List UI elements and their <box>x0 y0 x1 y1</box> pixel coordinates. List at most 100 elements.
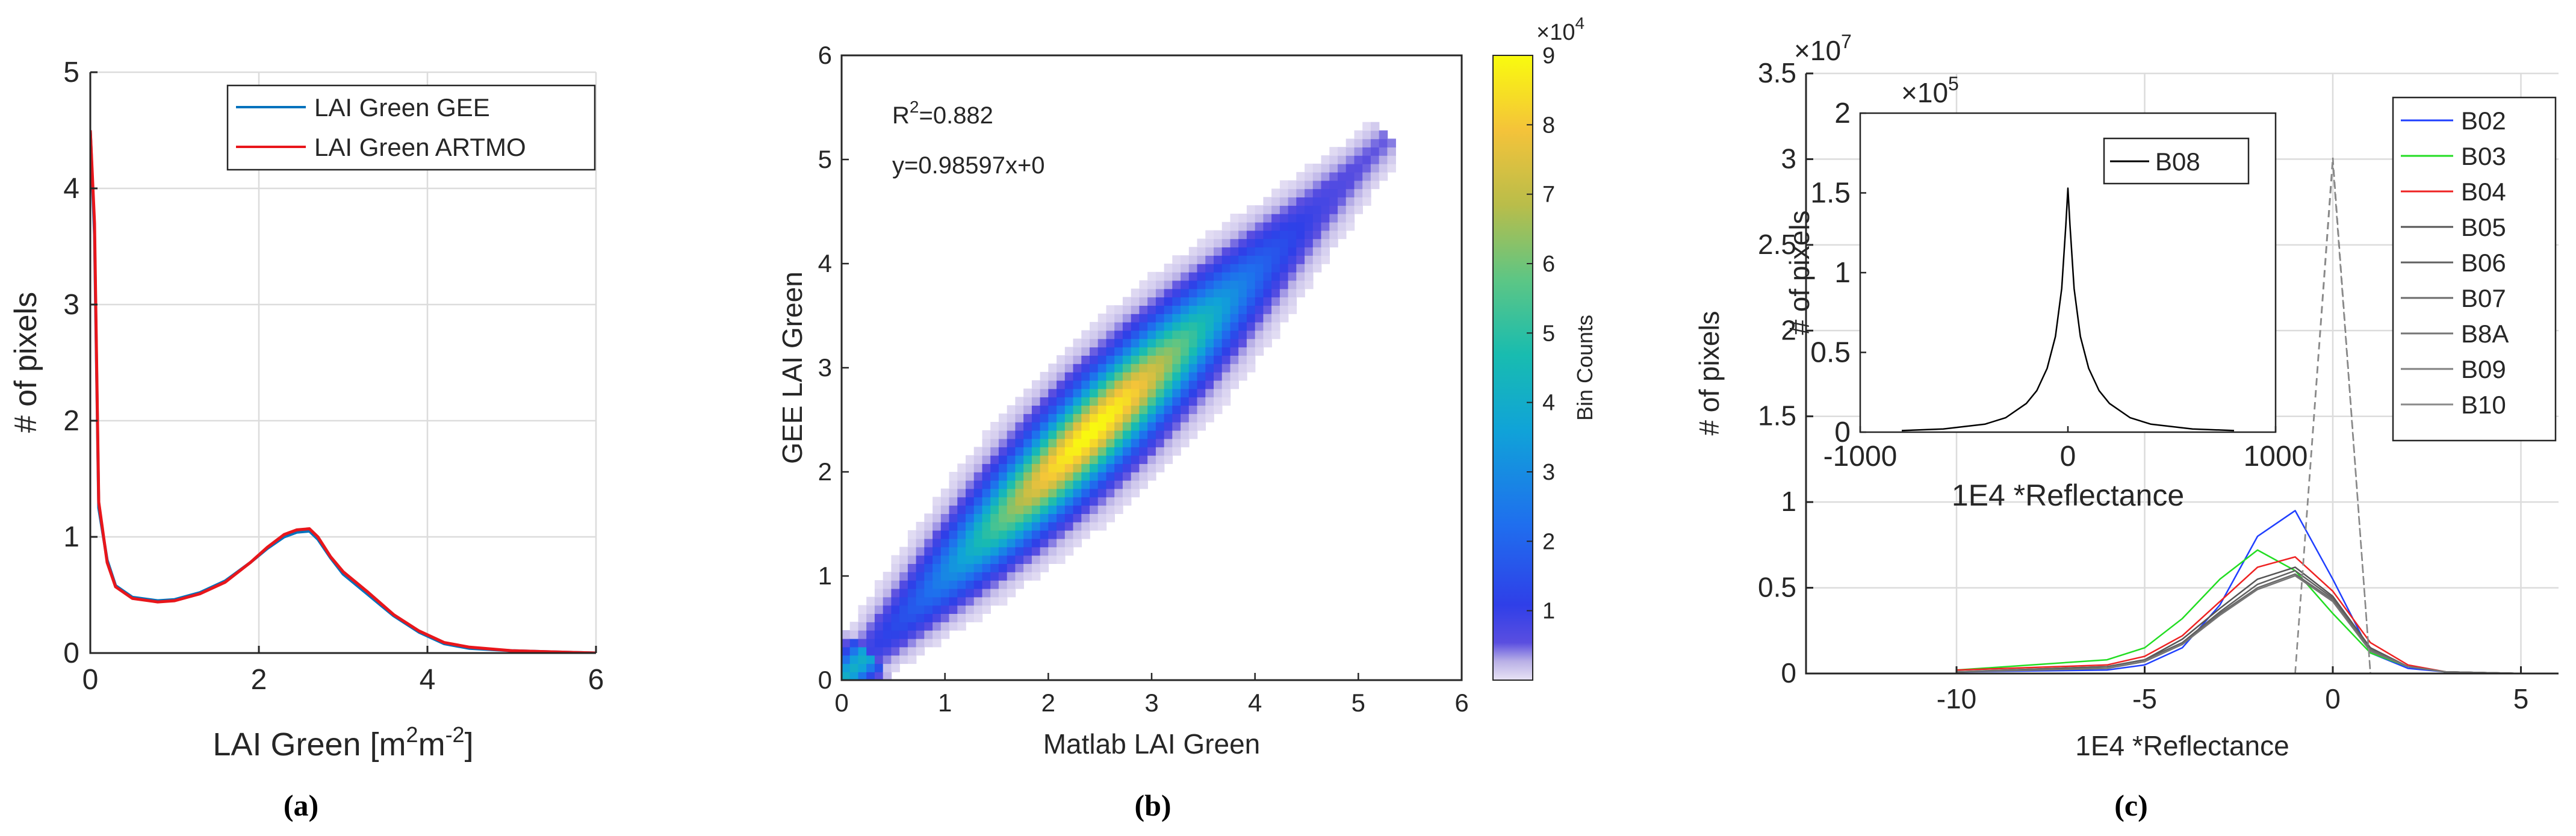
density-cell <box>849 655 859 664</box>
density-cell <box>982 522 991 531</box>
density-cell <box>1131 397 1140 406</box>
density-cell <box>1255 230 1264 240</box>
density-cell <box>1081 497 1090 506</box>
density-cell <box>1106 405 1115 414</box>
density-cell <box>1164 447 1173 456</box>
density-cell <box>1114 472 1123 481</box>
density-cell <box>1155 338 1165 348</box>
density-cell <box>957 555 966 564</box>
density-cell <box>1081 430 1090 439</box>
density-cell <box>1172 297 1181 306</box>
density-cell <box>1048 480 1057 489</box>
density-cell <box>1197 280 1206 290</box>
density-cell <box>1081 463 1090 472</box>
density-cell <box>1354 205 1363 214</box>
density-cell <box>1147 330 1156 339</box>
density-cell <box>1057 364 1066 373</box>
density-cell <box>1081 330 1090 339</box>
density-cell <box>1015 580 1024 589</box>
density-cell <box>1345 163 1355 173</box>
tick-c-y-label: 0 <box>1781 657 1796 689</box>
density-cell <box>1106 305 1115 314</box>
density-cell <box>1114 388 1123 398</box>
density-cell <box>1338 180 1347 190</box>
density-cell <box>949 563 958 572</box>
density-cell <box>998 430 1008 439</box>
density-cell <box>982 588 991 598</box>
density-cell <box>1172 380 1181 389</box>
density-cell <box>1081 388 1090 398</box>
density-cell <box>998 588 1008 598</box>
density-cell <box>1073 497 1082 506</box>
density-cell <box>1197 388 1206 398</box>
density-cell <box>1064 497 1074 506</box>
density-cell <box>1296 188 1305 197</box>
density-cell <box>1255 214 1264 223</box>
density-cell <box>966 480 975 489</box>
chart-b-r2-annotation: R2=0.882 <box>892 98 993 129</box>
density-cell <box>1164 271 1173 281</box>
density-cell <box>891 605 900 614</box>
density-cell <box>899 596 908 606</box>
chart-a-xlabel: LAI Green [m2m-2] <box>213 722 473 763</box>
density-cell <box>1296 230 1305 240</box>
series-c-B07 <box>1956 573 2521 673</box>
density-cell <box>966 605 975 614</box>
density-cell <box>1197 355 1206 364</box>
density-cell <box>1345 155 1355 164</box>
density-cell <box>1131 338 1140 348</box>
density-cell <box>1007 480 1016 489</box>
density-cell <box>1090 463 1099 472</box>
tick-c-y-label: 3 <box>1781 143 1796 174</box>
density-cell <box>1139 388 1148 398</box>
density-cell <box>874 588 884 598</box>
density-cell <box>874 646 884 656</box>
density-cell <box>1296 238 1305 248</box>
density-cell <box>1114 321 1123 331</box>
density-cell <box>1081 480 1090 489</box>
density-cell <box>1205 405 1214 414</box>
density-cell <box>866 596 875 606</box>
density-cell <box>1205 297 1214 306</box>
density-cell <box>1246 247 1256 256</box>
density-cell <box>1271 264 1280 273</box>
density-cell <box>1230 230 1239 240</box>
density-cell <box>1122 413 1132 423</box>
density-cell <box>1238 288 1247 298</box>
density-cell <box>1122 305 1132 314</box>
density-cell <box>933 546 942 556</box>
density-cell <box>1048 530 1057 539</box>
density-cell <box>1122 422 1132 431</box>
density-cell <box>1081 364 1090 373</box>
density-cell <box>1279 297 1289 306</box>
density-cell <box>1246 238 1256 248</box>
density-cell <box>1106 397 1115 406</box>
density-cell <box>1246 214 1256 223</box>
density-cell <box>907 530 917 539</box>
density-cell <box>1288 230 1297 240</box>
density-cell <box>1172 397 1181 406</box>
density-cell <box>1097 522 1107 531</box>
density-cell <box>1164 347 1173 356</box>
density-cell <box>1073 455 1082 464</box>
density-cell <box>1073 380 1082 389</box>
density-cell <box>1230 238 1239 248</box>
density-cell <box>1031 405 1041 414</box>
density-cell <box>1181 422 1190 431</box>
series-a-0 <box>90 130 596 653</box>
density-cell <box>966 538 975 548</box>
density-cell <box>1106 497 1115 506</box>
density-cell <box>1345 172 1355 181</box>
density-cell <box>1122 314 1132 323</box>
density-cell <box>1164 388 1173 398</box>
density-cell <box>933 522 942 531</box>
tick-b-y-label: 0 <box>818 666 832 694</box>
density-cell <box>1106 422 1115 431</box>
density-cell <box>1221 314 1231 323</box>
density-cell <box>966 563 975 572</box>
density-cell <box>1015 513 1024 522</box>
density-cell <box>874 638 884 648</box>
density-cell <box>916 522 925 531</box>
density-cell <box>1271 314 1280 323</box>
density-cell <box>1197 321 1206 331</box>
